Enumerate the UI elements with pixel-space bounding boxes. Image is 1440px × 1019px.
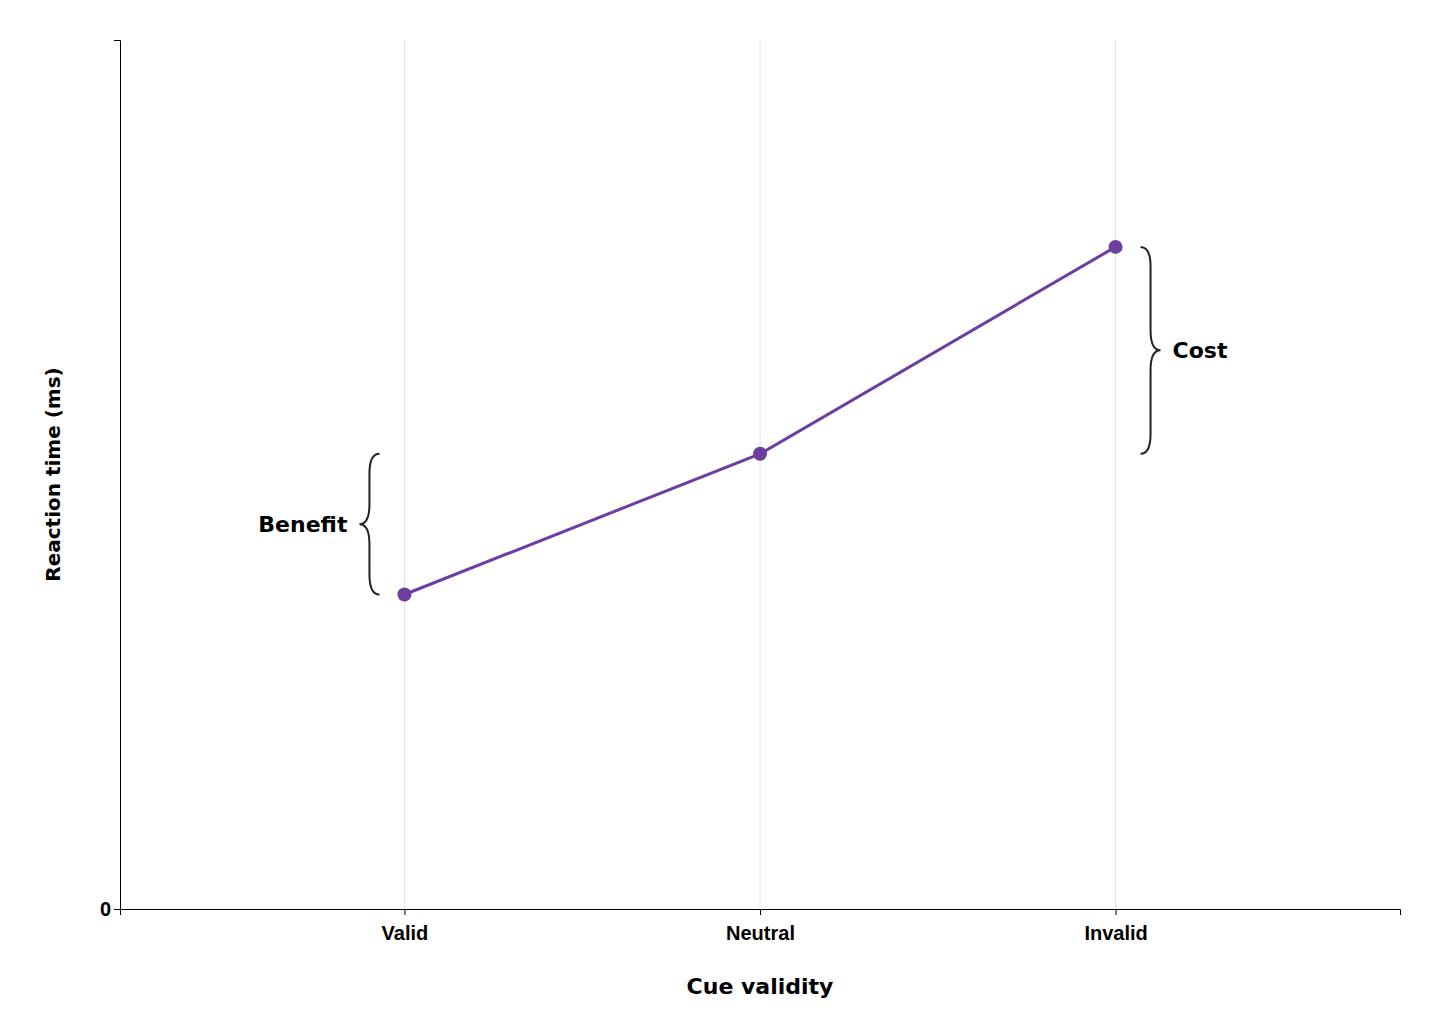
chart: Valid Neutral Invalid 0 Cue validity Reaction… (0, 0, 1440, 1019)
x-axis: Valid Neutral Invalid (121, 909, 1401, 944)
grid-line (760, 40, 761, 909)
tick-mark (1116, 909, 1117, 915)
tick: Invalid (1084, 909, 1147, 944)
plot: Valid Neutral Invalid 0 Cue validity Reaction… (41, 40, 1401, 999)
tick: Valid (382, 909, 429, 944)
marker (753, 447, 767, 461)
line (404, 247, 1115, 595)
tick-label: Neutral (726, 922, 795, 944)
brace (359, 454, 379, 595)
brace (1141, 247, 1161, 454)
y-axis-title: Reaction time (ms) (41, 367, 65, 581)
tick-mark (404, 909, 405, 915)
marker (397, 588, 411, 602)
marker (1109, 240, 1123, 254)
annotation: Benefit (258, 512, 348, 537)
y-axis: 0 (100, 41, 121, 920)
grid (404, 40, 1115, 909)
axis-line (114, 41, 121, 910)
grid-line (1115, 40, 1116, 909)
tick-label: Valid (382, 922, 429, 944)
tick-label: Invalid (1084, 922, 1147, 944)
grid-line (404, 40, 405, 909)
marks (397, 240, 1122, 602)
axis-line (121, 910, 1401, 916)
tick: 0 (100, 898, 120, 920)
annotations: Benefit Cost (258, 247, 1228, 595)
annotation: Cost (1173, 338, 1228, 363)
tick-mark (114, 909, 120, 910)
tick-label: 0 (100, 898, 111, 920)
tick-mark (760, 909, 761, 915)
x-axis-title: Cue validity (687, 974, 834, 999)
tick: Neutral (726, 909, 795, 944)
